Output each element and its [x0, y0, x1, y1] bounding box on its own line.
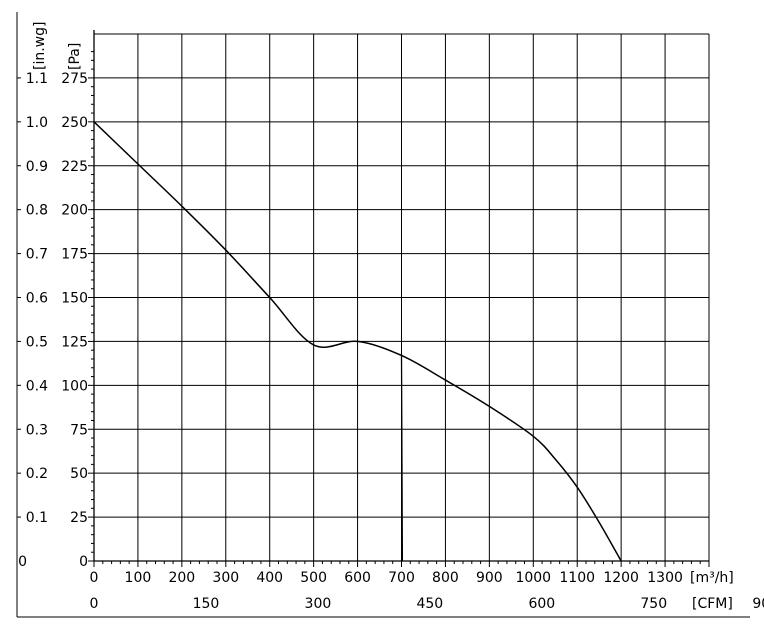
x-tick-label: 200	[168, 570, 195, 586]
x-tick-label: 700	[388, 570, 415, 586]
y-tick-label: 75	[70, 422, 88, 438]
grid	[94, 33, 710, 561]
x2-axis-unit: [CFM]	[692, 596, 733, 612]
y-tick-label: 50	[70, 466, 88, 482]
y2-axis-unit: [in.wg]	[32, 22, 48, 70]
y2-tick-label: 0.5	[26, 334, 48, 350]
x-tick-label: 300	[212, 570, 239, 586]
y2-tick-label: 0.2	[26, 466, 48, 482]
y-tick-label: 275	[61, 71, 88, 87]
y2-tick-label: 0.9	[26, 159, 48, 175]
y-tick-label: 200	[61, 203, 88, 219]
y-tick-label: 225	[61, 159, 88, 175]
x-tick-label: 600	[344, 570, 371, 586]
series	[93, 121, 622, 562]
x2-tick-label: 450	[416, 596, 443, 612]
y2-tick-label: 1.1	[26, 71, 48, 87]
y2-tick-label: 0.1	[26, 510, 48, 526]
x2-tick-label: 0	[90, 596, 99, 612]
x2-tick-label: 600	[528, 596, 555, 612]
x-tick-label: 1300	[647, 570, 683, 586]
y-tick-label: 25	[70, 510, 88, 526]
y2-tick-label: 0.4	[26, 378, 48, 394]
y2-tick-label: 0.3	[26, 422, 48, 438]
y2-tick-label: 0	[18, 554, 27, 570]
axes	[16, 12, 750, 618]
y-axis-unit: [Pa]	[67, 43, 83, 70]
x-tick-label: 1200	[603, 570, 639, 586]
x2-tick-label: 150	[193, 596, 220, 612]
y-tick-label: 100	[61, 378, 88, 394]
system-line	[400, 353, 404, 562]
y2-tick-label: 0.8	[26, 203, 48, 219]
x2-tick-label: 750	[640, 596, 667, 612]
x-axis-unit: [m³/h]	[690, 570, 734, 586]
tick-labels: 0 25 50 75 100 125 150 175 200 225 250 275 0 0.1 0.2 0.…	[18, 22, 764, 612]
y-tick-label: 250	[61, 115, 88, 131]
x-tick-label: 1000	[515, 570, 551, 586]
y2-tick-label: 0.6	[26, 291, 48, 307]
minor-ticks	[17, 51, 710, 567]
y-tick-label: 125	[61, 334, 88, 350]
y-tick-label: 175	[61, 247, 88, 263]
x-tick-label: 800	[432, 570, 459, 586]
y2-tick-label: 0.7	[26, 247, 48, 263]
x2-tick-label: 900	[752, 596, 764, 612]
x-tick-label: 500	[300, 570, 327, 586]
y-tick-label: 150	[61, 291, 88, 307]
y-tick-label: 0	[79, 554, 88, 570]
y2-tick-label: 1.0	[26, 115, 48, 131]
x-tick-label: 0	[90, 570, 99, 586]
x-tick-label: 100	[125, 570, 152, 586]
x-tick-label: 400	[256, 570, 283, 586]
x2-tick-label: 300	[305, 596, 332, 612]
x-tick-label: 1100	[559, 570, 595, 586]
x-tick-label: 900	[476, 570, 503, 586]
